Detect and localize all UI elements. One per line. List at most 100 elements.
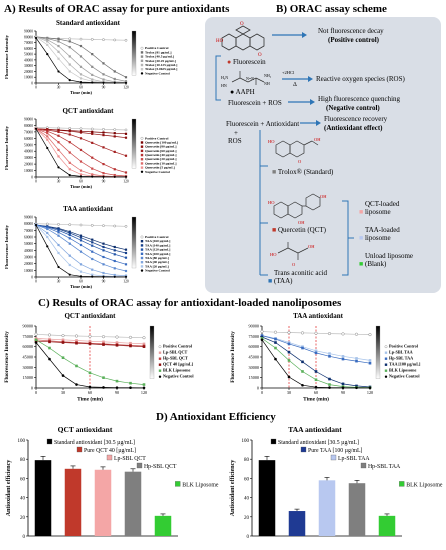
data-point (68, 161, 71, 164)
delta-symbol: Δ (293, 82, 297, 88)
legend-gradient-bar (375, 325, 381, 379)
y-tick-label: 80 (244, 458, 250, 463)
bar-label: Pure QCT 40 [µg/mL] (84, 448, 136, 454)
data-point (57, 234, 60, 237)
data-point (88, 385, 92, 389)
data-point (57, 166, 60, 169)
x-tick-label: 60 (79, 180, 83, 184)
legend-label: Positive Control (389, 344, 419, 349)
data-point (124, 224, 128, 228)
data-point (46, 138, 49, 141)
bar (288, 511, 306, 536)
data-point (301, 370, 304, 373)
data-point (124, 132, 128, 135)
panel-c1-title: QCT antioxidant (64, 312, 116, 320)
data-point (91, 268, 94, 271)
data-point (113, 273, 116, 277)
data-point (57, 129, 60, 132)
panel-d1-title: QCT antioxidant (57, 425, 113, 434)
data-point (301, 346, 304, 350)
data-point (368, 386, 372, 390)
arrow-ros (282, 76, 313, 82)
data-point (128, 335, 133, 339)
y-tick-label: 10000 (24, 169, 33, 173)
panel-a3-chart: 90000 80000 70000 60000 50000 40000 30000 20000… (4, 216, 170, 290)
data-point (102, 340, 105, 344)
data-point (46, 226, 49, 229)
legend-label: TAA [160 µg/mL] (145, 239, 170, 243)
data-point (88, 334, 92, 338)
bar-label: Lp-SBL TAA (338, 456, 370, 462)
svg-text:O: O (292, 262, 296, 267)
legend-label: TAA [80 µg/mL] (145, 256, 169, 260)
data-point (142, 383, 146, 386)
data-point (113, 245, 116, 249)
data-point (124, 256, 128, 259)
y-tick-label: 40 (244, 497, 250, 502)
y-tick-label: 100 (242, 439, 250, 444)
panel-c2-title: TAA antioxidant (293, 312, 343, 320)
svg-text:HN: HN (221, 83, 227, 88)
data-point (102, 163, 105, 166)
data-point (46, 135, 49, 138)
y-axis-label: Fluorescence Intensity (4, 331, 10, 383)
data-point (57, 265, 60, 269)
bar-label: BLK Liposome (182, 482, 219, 488)
data-point (102, 271, 105, 275)
data-point (124, 175, 128, 178)
data-point (57, 243, 60, 247)
svg-text:HO: HO (268, 139, 275, 144)
antiox-effect-text: (Antioxidant effect) (324, 124, 383, 132)
data-point (260, 334, 264, 337)
y-tick-label: 0 (31, 386, 33, 391)
y-tick-label: 80000 (24, 124, 33, 128)
connector-antioxidants (259, 130, 268, 276)
data-point (68, 55, 71, 58)
data-point (368, 359, 372, 362)
data-point (57, 126, 60, 130)
data-point (57, 134, 60, 137)
qct-lipo-square-icon: ■ (359, 208, 364, 216)
taa-square-icon: ■ (268, 277, 273, 285)
data-point (79, 243, 83, 247)
legend-label: BLK Liposome (163, 368, 190, 373)
data-point (79, 148, 83, 152)
data-point (57, 70, 60, 73)
data-point (79, 137, 83, 140)
connector-left (215, 55, 221, 101)
legend-label: Positive Control (145, 46, 168, 50)
legend-label: Lp-SBL TAA (389, 350, 413, 355)
panel-a3-title: TAA antioxidant (63, 205, 113, 213)
series-line (35, 37, 126, 84)
legend-label: Negative Control (389, 374, 420, 379)
svg-text:OH: OH (308, 244, 315, 249)
data-point (102, 245, 105, 249)
data-point (79, 169, 83, 172)
data-point (102, 175, 105, 178)
y-tick-label: 40000 (24, 150, 33, 154)
not-decay-text: Not fluorescence decay (318, 27, 384, 35)
data-point (68, 126, 72, 130)
data-point (68, 37, 72, 41)
data-point (79, 236, 83, 239)
data-point (355, 384, 358, 388)
bar (34, 460, 52, 536)
legend-label: Trolox [10.125 µg/mL] (145, 63, 177, 67)
y-tick-label: 0 (23, 535, 26, 540)
data-point (314, 349, 318, 353)
data-point (57, 37, 60, 41)
data-point (90, 223, 94, 227)
data-point (57, 222, 60, 226)
data-point (124, 263, 128, 266)
data-point (79, 131, 83, 134)
legend-marker (140, 68, 144, 71)
y-tick-label: 60000 (24, 236, 33, 240)
data-point (354, 332, 359, 336)
y-tick-label: 60000 (23, 344, 33, 349)
data-point (91, 81, 94, 84)
data-point (46, 37, 49, 40)
x-tick-label: 60 (88, 390, 92, 395)
legend-marker (140, 265, 144, 268)
data-point (57, 227, 60, 231)
bar-label: Standard antioxidant [30.5 µg/mL] (278, 440, 359, 446)
